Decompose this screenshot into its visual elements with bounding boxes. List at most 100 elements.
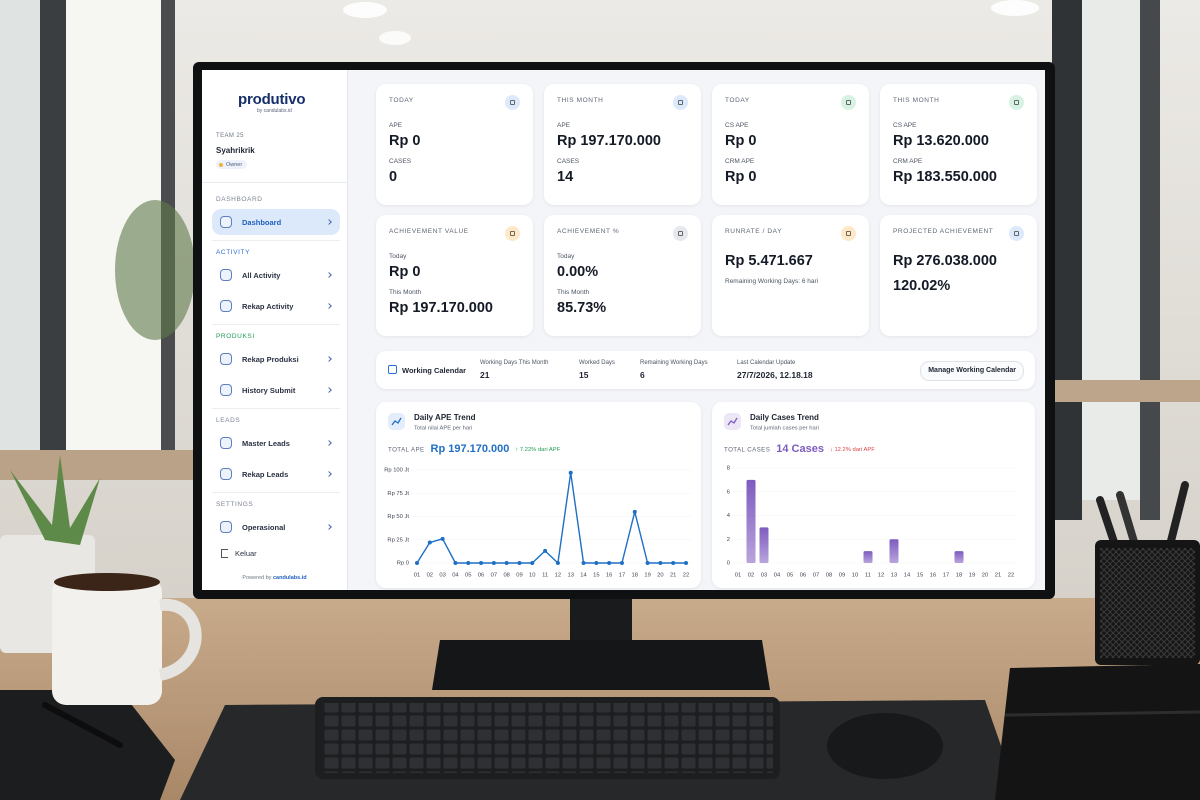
calendar-stat-label: Remaining Working Days (640, 360, 708, 366)
card-row: 120.02% (893, 278, 1024, 294)
footer-text: Powered by (242, 575, 272, 581)
card-value: 120.02% (893, 278, 951, 294)
point (684, 561, 688, 565)
nav-item[interactable]: Dashboard (212, 209, 340, 235)
x-tick-label: 04 (452, 573, 459, 579)
card-row: CS APE Rp 0 (725, 122, 856, 149)
x-tick-label: 15 (593, 573, 599, 579)
calendar-stat-label: Last Calendar Update (737, 360, 796, 366)
calendar-stat: Working Days This Month 21 (480, 360, 548, 380)
stat-card: TODAY CS APE Rp 0 CRM APE Rp 0 (712, 84, 869, 205)
total-label: TOTAL CASES (724, 447, 770, 454)
card-row: APE Rp 197.170.000 (557, 122, 688, 149)
card-label: This Month (389, 289, 422, 296)
card-label: Today (389, 253, 407, 260)
card-row: CRM APE Rp 0 (725, 158, 856, 185)
x-tick-label: 12 (555, 573, 561, 579)
x-tick-label: 06 (800, 573, 806, 579)
x-tick-label: 18 (632, 573, 638, 579)
card-label: APE (557, 122, 571, 129)
ceiling-light (379, 31, 411, 45)
notebooks (995, 664, 1200, 800)
logout[interactable]: Keluar (221, 549, 257, 558)
point (543, 548, 548, 553)
nav-chevron (326, 524, 332, 530)
card-row: This Month Rp 197.170.000 (389, 289, 520, 316)
monitor-base (432, 640, 770, 690)
nav-item[interactable]: All Activity (212, 262, 340, 288)
nav-chevron (326, 387, 332, 393)
card-title: THIS MONTH (893, 97, 940, 104)
x-tick-label: 05 (465, 573, 471, 579)
point (619, 561, 624, 565)
keyboard-keys (322, 703, 773, 773)
calendar-stat-value: 21 (480, 370, 490, 380)
point (632, 509, 637, 514)
nav-chevron (326, 471, 332, 477)
footer: Powered by candulabs.id (202, 575, 347, 581)
x-tick-label: 11 (542, 573, 548, 579)
x-tick-label: 06 (478, 573, 484, 579)
x-tick-label: 11 (865, 573, 871, 579)
y-tick-label: 0 (727, 561, 730, 567)
x-tick-label: 17 (943, 573, 949, 579)
card-icon (841, 226, 856, 241)
point (581, 561, 586, 565)
footer-link[interactable]: candulabs.id (272, 575, 307, 581)
nav-chevron (326, 303, 332, 309)
point (491, 561, 496, 565)
x-tick-label: 18 (956, 573, 962, 579)
calendar-icon (388, 365, 397, 374)
change-label: ↑ 7.22% dari APF (515, 447, 560, 453)
y-tick-label: 6 (727, 489, 730, 495)
chart-subtitle: Total nilai APE per hari (414, 426, 472, 432)
point (671, 561, 676, 565)
y-tick-label: 8 (727, 466, 730, 472)
nav-item[interactable]: Operasional (212, 514, 340, 540)
card-title: TODAY (389, 97, 414, 104)
x-tick-label: 10 (852, 573, 858, 579)
card-label: CRM APE (725, 158, 755, 165)
total-label: TOTAL APE (388, 447, 425, 454)
card-row: Rp 276.038.000 (893, 253, 1024, 269)
nav-item[interactable]: History Submit (212, 377, 340, 403)
point (427, 540, 432, 545)
stat-card: THIS MONTH APE Rp 197.170.000 CASES 14 (544, 84, 701, 205)
x-tick-label: 09 (839, 573, 845, 579)
x-tick-label: 14 (904, 573, 911, 579)
x-tick-label: 03 (761, 573, 767, 579)
x-tick-label: 20 (982, 573, 988, 579)
card-value: Rp 0 (389, 264, 421, 280)
team-label: TEAM 25 (216, 133, 244, 139)
y-tick-label: Rp 100 Jt (384, 468, 409, 474)
y-tick-label: Rp 75 Jt (387, 491, 409, 497)
point (504, 561, 509, 565)
notebook (0, 690, 175, 800)
card-row: Today 0.00% (557, 253, 688, 280)
calendar-stat-label: Worked Days (579, 360, 615, 366)
manage-calendar-button[interactable]: Manage Working Calendar (920, 361, 1024, 381)
brand-tagline: by candulabs.id (257, 108, 292, 114)
window-frame (1052, 0, 1082, 520)
point (479, 561, 484, 565)
nav-section: DASHBOARD Dashboard (212, 188, 340, 235)
nav-chevron (326, 219, 332, 225)
nav-item[interactable]: Rekap Leads (212, 461, 340, 487)
card-value: 85.73% (557, 300, 607, 316)
nav-section: ACTIVITY All Activity Rekap Activity (212, 240, 340, 319)
card-row: CS APE Rp 13.620.000 (893, 122, 1024, 149)
bar (863, 551, 873, 563)
card-title: ACHIEVEMENT VALUE (389, 228, 469, 235)
nav-icon (220, 216, 232, 228)
card-row: Today Rp 0 (389, 253, 520, 280)
card-label: Today (557, 253, 575, 260)
card-value: Rp 183.550.000 (893, 169, 997, 185)
nav-item[interactable]: Master Leads (212, 430, 340, 456)
x-tick-label: 01 (735, 573, 741, 579)
nav-item[interactable]: Rekap Produksi (212, 346, 340, 372)
point (645, 561, 650, 565)
nav-item[interactable]: Rekap Activity (212, 293, 340, 319)
nav-item-label: Dashboard (242, 217, 282, 227)
x-tick-label: 19 (644, 573, 650, 579)
x-tick-label: 21 (995, 573, 1001, 579)
